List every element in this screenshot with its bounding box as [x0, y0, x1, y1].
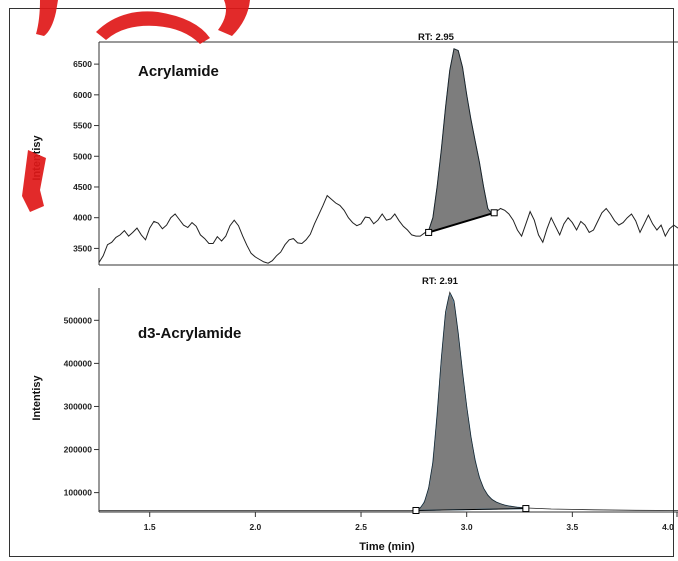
peak-integration-baseline [428, 211, 495, 234]
figure-frame [9, 8, 674, 557]
peak-integration-baseline [415, 508, 526, 511]
y-tick-label: 200000 [64, 445, 93, 455]
y-axis-ticks: 3500 4000 4500 5000 5500 6000 6500 [73, 59, 99, 253]
y-tick-label: 4000 [73, 213, 92, 223]
y-tick-label: 5000 [73, 151, 92, 161]
retention-time-label: RT: 2.91 [422, 276, 459, 287]
watermark [22, 0, 250, 212]
x-tick-label: 4.0 [662, 522, 674, 532]
y-tick-label: 400000 [64, 358, 93, 368]
peak-start-marker [412, 506, 420, 514]
watermark-shape-right [200, 0, 250, 36]
retention-time-label: RT: 2.95 [418, 32, 455, 43]
x-tick-label: 3.0 [461, 522, 473, 532]
peak-area-fill [428, 48, 493, 234]
peak-area-fill [415, 293, 527, 511]
x-tick-label: 2.0 [249, 522, 261, 532]
x-tick-label: 2.5 [355, 522, 367, 532]
panel-label: d3-Acrylamide [138, 325, 241, 342]
peak-end-marker [522, 505, 530, 513]
watermark-shape-top [36, 0, 58, 36]
y-axis-ticks: 100000 200000 300000 400000 500000 [64, 315, 99, 498]
x-tick-label: 3.5 [566, 522, 578, 532]
x-axis-ticks: 1.5 2.0 2.5 3.0 3.5 4.0 [144, 512, 678, 532]
y-tick-label: 6500 [73, 59, 92, 69]
y-tick-label: 100000 [64, 488, 93, 498]
y-tick-label: 5500 [73, 121, 92, 131]
chart-d3-acrylamide: 100000 200000 300000 400000 500000 1.5 2.0 2.5… [31, 276, 678, 553]
chromatogram-trace [98, 48, 678, 264]
y-tick-label: 3500 [73, 243, 92, 253]
peak-start-marker [425, 228, 433, 236]
y-tick-label: 6000 [73, 90, 92, 100]
y-tick-label: 500000 [64, 315, 93, 325]
watermark-shape-left [22, 150, 46, 212]
panel-label: Acrylamide [138, 63, 219, 80]
y-tick-label: 4500 [73, 182, 92, 192]
x-axis-title: Time (min) [359, 541, 415, 553]
peak-end-marker [490, 209, 498, 217]
x-tick-label: 1.5 [144, 522, 156, 532]
y-axis-title: Intentisy [31, 375, 43, 421]
y-tick-label: 300000 [64, 401, 93, 411]
watermark-shape-arc [96, 11, 210, 44]
